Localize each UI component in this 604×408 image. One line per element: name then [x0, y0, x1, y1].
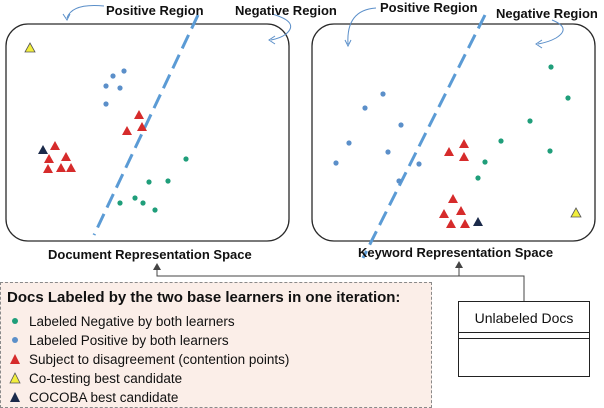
labeled-positive-point: [346, 140, 352, 146]
right-positive-pointer-arrow: [347, 7, 377, 45]
left-positive-pointer-arrow: [66, 5, 105, 19]
legend-label-cocoba: COCOBA best candidate: [29, 389, 179, 405]
labeled-positive-point: [416, 161, 422, 167]
contention-point: [61, 152, 71, 161]
connector-line: [156, 266, 525, 301]
labeled-positive-point: [333, 160, 339, 166]
contention-point: [137, 122, 147, 131]
labeled-negative-point: [146, 179, 152, 185]
labeled-negative-point: [548, 64, 554, 70]
document-space-boundary: [92, 14, 200, 236]
labeled-positive-point: [396, 178, 402, 184]
labeled-positive-point: [117, 85, 123, 91]
left-negative-pointer-arrow: [270, 13, 292, 41]
right-negative-pointer-arrow: [537, 19, 564, 45]
right-negative-region-label: Negative Region: [496, 6, 598, 21]
contention-point: [134, 110, 144, 119]
labeled-negative-point: [140, 200, 146, 206]
labeled-negative-point: [117, 200, 123, 206]
left-positive-arrowhead: [62, 13, 71, 21]
labeled-positive-point: [103, 83, 109, 89]
labeled-positive-point: [121, 68, 127, 74]
labeled-positive-point: [380, 91, 386, 97]
legend-item-labeled-negative: Labeled Negative by both learners: [7, 311, 235, 331]
legend-label-co-testing: Co-testing best candidate: [29, 370, 183, 386]
unlabeled-docs-title: Unlabeled Docs: [474, 310, 574, 326]
labeled-positive-point: [103, 101, 109, 107]
contention-point: [43, 164, 53, 173]
blue-dot-icon: [12, 337, 18, 343]
co-testing-candidate-point: [24, 42, 36, 53]
legend-item-labeled-positive: Labeled Positive by both learners: [7, 330, 229, 350]
keyword-space-label: Keyword Representation Space: [358, 245, 553, 260]
contention-point: [460, 219, 470, 228]
contention-point: [439, 209, 449, 218]
cocoba-candidate-point: [473, 217, 483, 226]
labeled-negative-point: [527, 118, 533, 124]
labeled-positive-point: [398, 122, 404, 128]
labeled-negative-point: [183, 156, 189, 162]
labeled-negative-point: [165, 178, 171, 184]
contention-point: [56, 163, 66, 172]
legend-label-labeled-positive: Labeled Positive by both learners: [29, 332, 229, 348]
keyword-space-boundary: [361, 14, 487, 259]
left-negative-region-label: Negative Region: [235, 3, 337, 18]
labeled-positive-point: [385, 149, 391, 155]
labeled-positive-point: [110, 73, 116, 79]
legend-item-contention: Subject to disagreement (contention poin…: [7, 349, 289, 369]
right-negative-arrowhead: [535, 39, 543, 49]
left-negative-arrowhead: [268, 35, 276, 45]
legend-box: Docs Labeled by the two base learners in…: [0, 282, 432, 408]
document-space-label: Document Representation Space: [48, 247, 252, 262]
contention-point: [122, 126, 132, 135]
labeled-negative-point: [565, 95, 571, 101]
navy-triangle-icon: [10, 392, 20, 402]
contention-point: [448, 194, 458, 203]
contention-point: [459, 152, 469, 161]
labeled-negative-point: [152, 207, 158, 213]
legend-item-cocoba: COCOBA best candidate: [7, 387, 178, 407]
contention-point: [44, 154, 54, 163]
red-triangle-icon: [10, 354, 20, 364]
legend-label-labeled-negative: Labeled Negative by both learners: [29, 313, 235, 329]
labeled-positive-point: [362, 105, 368, 111]
contention-point: [459, 139, 469, 148]
legend-title: Docs Labeled by the two base learners in…: [7, 289, 401, 306]
unlabeled-docs-divider: [459, 332, 589, 333]
contention-point: [444, 147, 454, 156]
labeled-negative-point: [132, 195, 138, 201]
cocoba-candidate-point: [38, 145, 48, 154]
keyword-space-panel: [311, 23, 596, 242]
co-testing-candidate-point: [570, 207, 582, 218]
labeled-negative-point: [547, 148, 553, 154]
right-positive-arrowhead: [344, 39, 352, 48]
labeled-negative-point: [498, 138, 504, 144]
unlabeled-docs-divider-2: [459, 338, 589, 339]
labeled-negative-point: [482, 159, 488, 165]
contention-point: [456, 206, 466, 215]
left-positive-region-label: Positive Region: [106, 3, 204, 18]
left-connector-arrowhead: [153, 263, 161, 270]
document-space-panel: [5, 23, 290, 242]
yellow-triangle-icon: [9, 372, 21, 384]
unlabeled-docs-box: Unlabeled Docs: [458, 301, 590, 377]
contention-point: [66, 163, 76, 172]
legend-item-co-testing: Co-testing best candidate: [7, 368, 182, 388]
green-dot-icon: [12, 318, 18, 324]
contention-point: [446, 219, 456, 228]
labeled-negative-point: [475, 175, 481, 181]
legend-label-contention: Subject to disagreement (contention poin…: [29, 351, 290, 367]
right-positive-region-label: Positive Region: [380, 0, 478, 15]
contention-point: [50, 141, 60, 150]
right-connector-arrowhead: [455, 261, 463, 268]
